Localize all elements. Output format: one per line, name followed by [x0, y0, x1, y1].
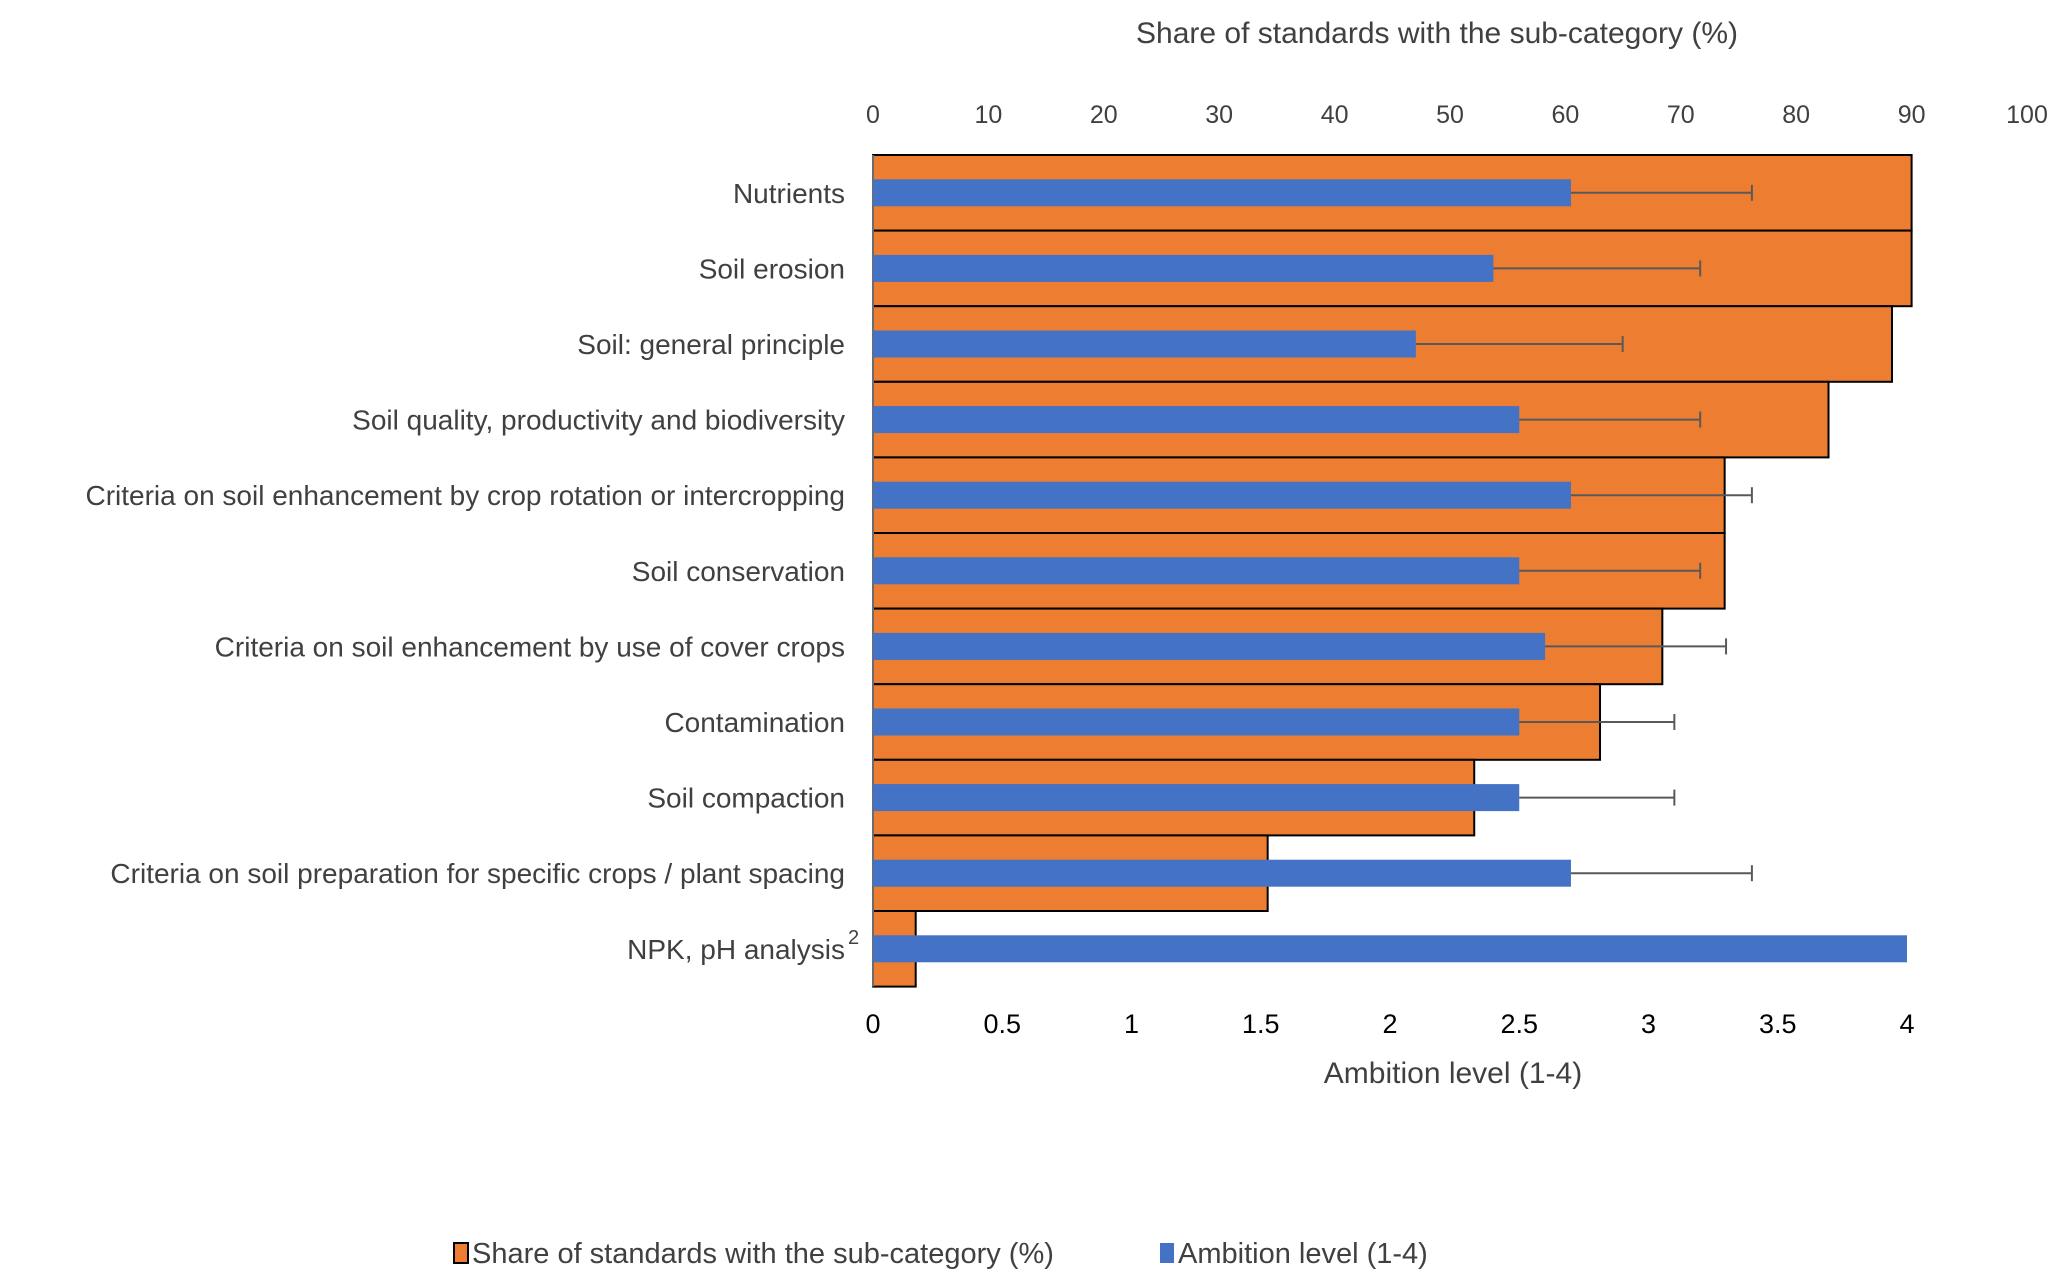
- top-tick-label: 10: [974, 101, 1002, 129]
- category-label: Soil quality, productivity and biodivers…: [352, 405, 845, 436]
- ambition-bar: [873, 708, 1520, 736]
- category-label: Criteria on soil preparation for specifi…: [110, 858, 845, 889]
- ambition-bar: [873, 179, 1571, 207]
- category-label: Soil conservation: [632, 556, 845, 587]
- bottom-axis-ticks: 0 0.5 1 1.5 2 2.5 3 3.5 4: [865, 1009, 1914, 1039]
- bottom-tick-label: 0: [865, 1009, 880, 1039]
- top-axis-ticks: 0 10 20 30 40 50 60 70 80 90 100: [866, 101, 2048, 129]
- category-label: NPK, pH analysis: [627, 934, 845, 965]
- bottom-axis-title: Ambition level (1-4): [1324, 1057, 1582, 1090]
- legend-swatch-share: [453, 1242, 469, 1264]
- top-tick-label: 100: [2006, 101, 2048, 129]
- legend-label-ambition: Ambition level (1-4): [1178, 1238, 1428, 1270]
- top-tick-label: 80: [1782, 101, 1810, 129]
- top-tick-label: 70: [1667, 101, 1695, 129]
- ambition-bar: [873, 859, 1571, 887]
- category-label: Contamination: [664, 707, 845, 738]
- category-labels: Nutrients Soil erosion Soil: general princ…: [85, 178, 859, 965]
- category-label: Soil compaction: [647, 783, 845, 814]
- top-axis-title: Share of standards with the sub-category…: [1136, 17, 1738, 50]
- error-bars: [1415, 184, 1753, 882]
- bottom-tick-label: 2: [1382, 1009, 1397, 1039]
- top-tick-label: 0: [866, 101, 880, 129]
- bottom-tick-label: 0.5: [983, 1009, 1021, 1039]
- category-label: Criteria on soil enhancement by crop rot…: [85, 480, 845, 511]
- top-tick-label: 20: [1090, 101, 1118, 129]
- top-tick-label: 60: [1551, 101, 1579, 129]
- category-label: Soil erosion: [699, 253, 845, 284]
- ambition-bar: [873, 330, 1416, 358]
- legend: Share of standards with the sub-category…: [453, 1238, 1428, 1270]
- ambition-bar: [873, 632, 1546, 660]
- category-superscript: 2: [848, 927, 859, 949]
- bottom-tick-label: 1: [1124, 1009, 1139, 1039]
- category-label: Nutrients: [733, 178, 845, 209]
- ambition-bar: [873, 254, 1494, 282]
- bottom-tick-label: 1.5: [1242, 1009, 1280, 1039]
- category-label: Criteria on soil enhancement by use of c…: [215, 631, 845, 662]
- top-tick-label: 40: [1321, 101, 1349, 129]
- bottom-tick-label: 4: [1899, 1009, 1914, 1039]
- category-label: Soil: general principle: [577, 329, 845, 360]
- ambition-bars: [873, 179, 1907, 963]
- ambition-bar: [873, 406, 1520, 434]
- ambition-bar: [873, 935, 1907, 963]
- top-tick-label: 30: [1205, 101, 1233, 129]
- ambition-bar: [873, 481, 1571, 509]
- bottom-tick-label: 3: [1641, 1009, 1656, 1039]
- ambition-bar: [873, 784, 1520, 812]
- top-tick-label: 50: [1436, 101, 1464, 129]
- bottom-tick-label: 3.5: [1759, 1009, 1797, 1039]
- ambition-bar: [873, 557, 1520, 585]
- legend-label-share: Share of standards with the sub-category…: [472, 1238, 1054, 1270]
- legend-swatch-ambition: [1160, 1243, 1174, 1263]
- bottom-tick-label: 2.5: [1500, 1009, 1538, 1039]
- top-tick-label: 90: [1898, 101, 1926, 129]
